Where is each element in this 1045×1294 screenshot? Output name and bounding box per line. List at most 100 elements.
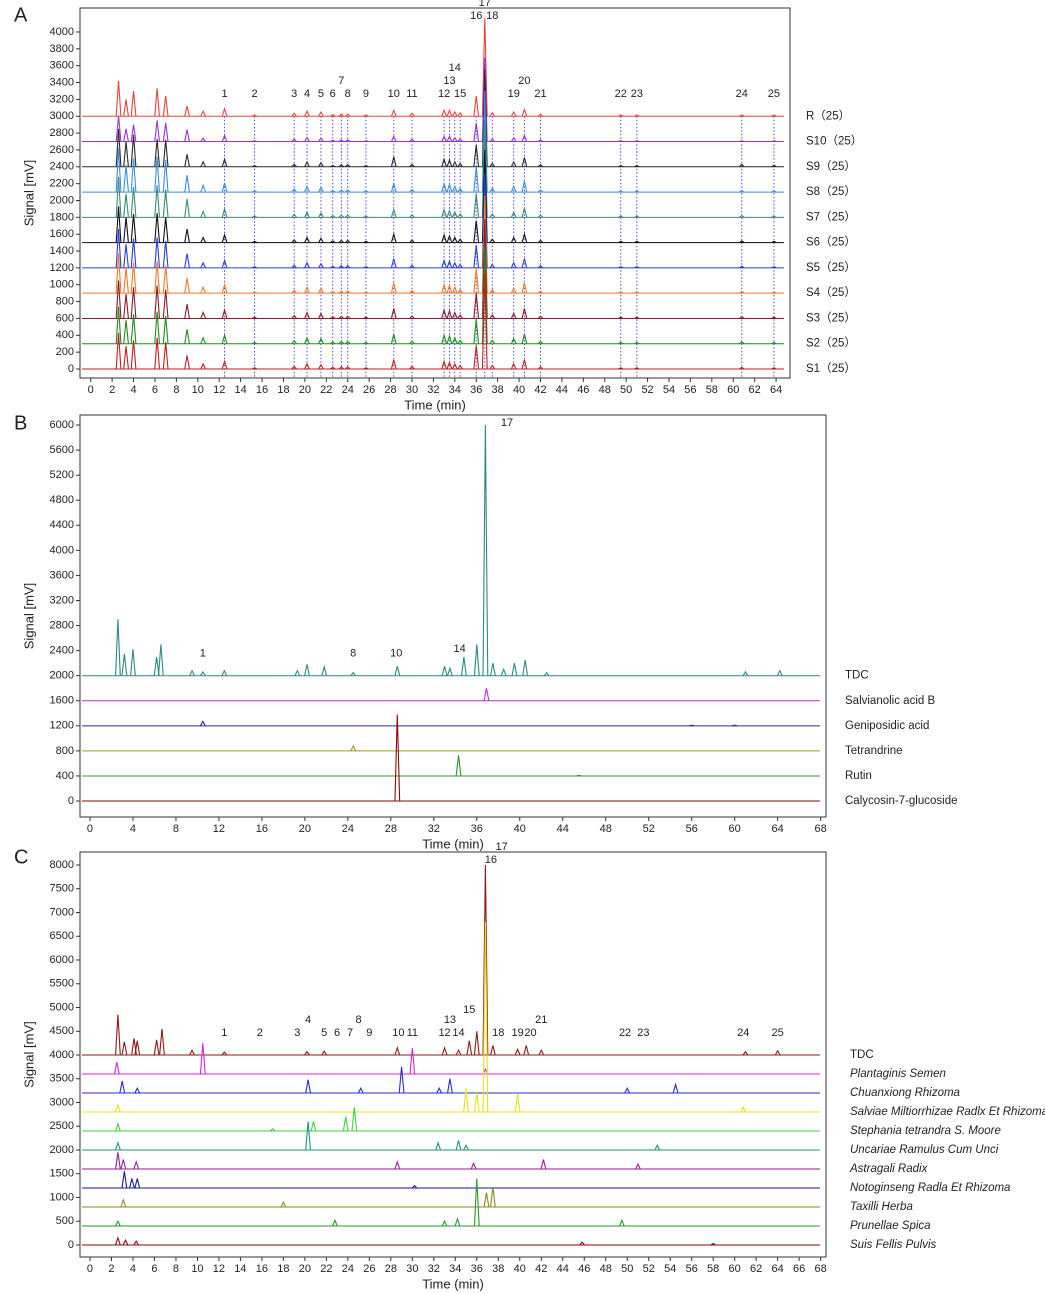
- peak-label: 2: [251, 88, 257, 100]
- x-tick-label: 40: [514, 1263, 526, 1275]
- peak: [115, 206, 122, 243]
- peak: [473, 319, 480, 344]
- peak: [522, 659, 529, 676]
- x-tick-label: 48: [600, 1263, 612, 1275]
- peak-label: 9: [366, 1027, 372, 1039]
- peak: [345, 189, 351, 193]
- peak: [481, 90, 488, 193]
- peak: [446, 360, 453, 370]
- peak: [154, 138, 161, 167]
- peak-label: 1: [222, 88, 228, 100]
- peak: [481, 120, 488, 218]
- y-tick-label: 0: [68, 1239, 74, 1251]
- peak: [409, 315, 415, 319]
- peak: [776, 669, 783, 676]
- peak: [481, 173, 488, 268]
- x-tick-label: 38: [492, 384, 504, 396]
- peak: [390, 258, 397, 269]
- peak: [115, 1122, 121, 1132]
- peak-label: 7: [347, 1027, 353, 1039]
- peak: [221, 669, 228, 676]
- y-tick-label: 5600: [50, 444, 74, 456]
- y-tick-label: 5500: [50, 978, 74, 990]
- peak: [771, 367, 777, 370]
- peak: [390, 308, 397, 319]
- x-tick-label: 36: [471, 823, 483, 835]
- peak: [441, 666, 448, 676]
- peak: [618, 367, 624, 370]
- peak: [305, 1079, 312, 1094]
- peak: [618, 215, 624, 218]
- peak: [537, 366, 544, 370]
- peak: [489, 162, 496, 168]
- peak: [451, 236, 458, 243]
- x-tick-label: 22: [320, 1263, 332, 1275]
- peak: [115, 80, 122, 117]
- peak: [184, 129, 190, 142]
- x-tick-label: 42: [534, 384, 546, 396]
- peak: [457, 364, 463, 370]
- peak-label: 20: [518, 75, 530, 87]
- peak: [409, 163, 415, 168]
- peak-label: 8: [356, 1014, 362, 1026]
- x-tick-label: 2: [108, 1263, 114, 1275]
- series-label: S4（25）: [806, 286, 856, 299]
- peak: [739, 290, 745, 294]
- peak: [345, 113, 351, 117]
- peak: [321, 1050, 328, 1056]
- peak: [363, 240, 369, 244]
- panel-letter: B: [14, 412, 27, 434]
- peak: [130, 213, 137, 243]
- peak: [130, 314, 137, 344]
- x-tick-label: 62: [750, 1263, 762, 1275]
- peak: [463, 1088, 469, 1113]
- peak-label: 21: [534, 88, 546, 100]
- peak: [123, 141, 129, 167]
- peak: [441, 1220, 448, 1227]
- peak: [510, 136, 517, 142]
- peak: [332, 1218, 338, 1227]
- peak: [394, 666, 401, 676]
- peak: [634, 341, 640, 345]
- peak: [510, 286, 517, 294]
- x-tick-label: 46: [578, 1263, 590, 1275]
- peak: [200, 362, 207, 370]
- peak: [441, 307, 447, 319]
- peak: [451, 362, 458, 370]
- peak: [130, 124, 137, 142]
- peak: [363, 341, 369, 345]
- peak: [251, 164, 258, 168]
- y-axis-title: Signal [mV]: [21, 583, 36, 649]
- peak: [455, 1140, 462, 1151]
- peak: [304, 109, 310, 117]
- peak-label: 25: [772, 1027, 784, 1039]
- peak: [409, 264, 415, 269]
- peak: [130, 262, 137, 294]
- peak: [473, 245, 480, 268]
- x-tick-label: 52: [641, 384, 653, 396]
- peak: [154, 120, 161, 142]
- peak: [159, 1028, 165, 1056]
- peak: [739, 366, 745, 370]
- x-tick-label: 42: [535, 1263, 547, 1275]
- series-label: R（25）: [806, 109, 850, 122]
- x-tick-label: 34: [449, 1263, 461, 1275]
- peak: [489, 288, 496, 294]
- x-tick-label: 16: [256, 1263, 268, 1275]
- peak: [537, 315, 544, 319]
- peak: [489, 238, 496, 243]
- peak: [441, 1046, 448, 1056]
- peak: [154, 261, 161, 294]
- peak: [618, 1218, 625, 1227]
- series-label: Rutin: [845, 770, 872, 782]
- y-tick-label: 3800: [50, 43, 74, 55]
- peak: [446, 283, 453, 294]
- peak: [409, 188, 415, 193]
- peak-label: 8: [350, 648, 356, 660]
- peak: [330, 214, 336, 218]
- peak: [115, 128, 122, 167]
- x-tick-label: 44: [557, 1263, 569, 1275]
- peak: [363, 164, 369, 168]
- series-label: Stephania tetrandra S. Moore: [850, 1125, 1001, 1137]
- x-tick-label: 24: [342, 1263, 354, 1275]
